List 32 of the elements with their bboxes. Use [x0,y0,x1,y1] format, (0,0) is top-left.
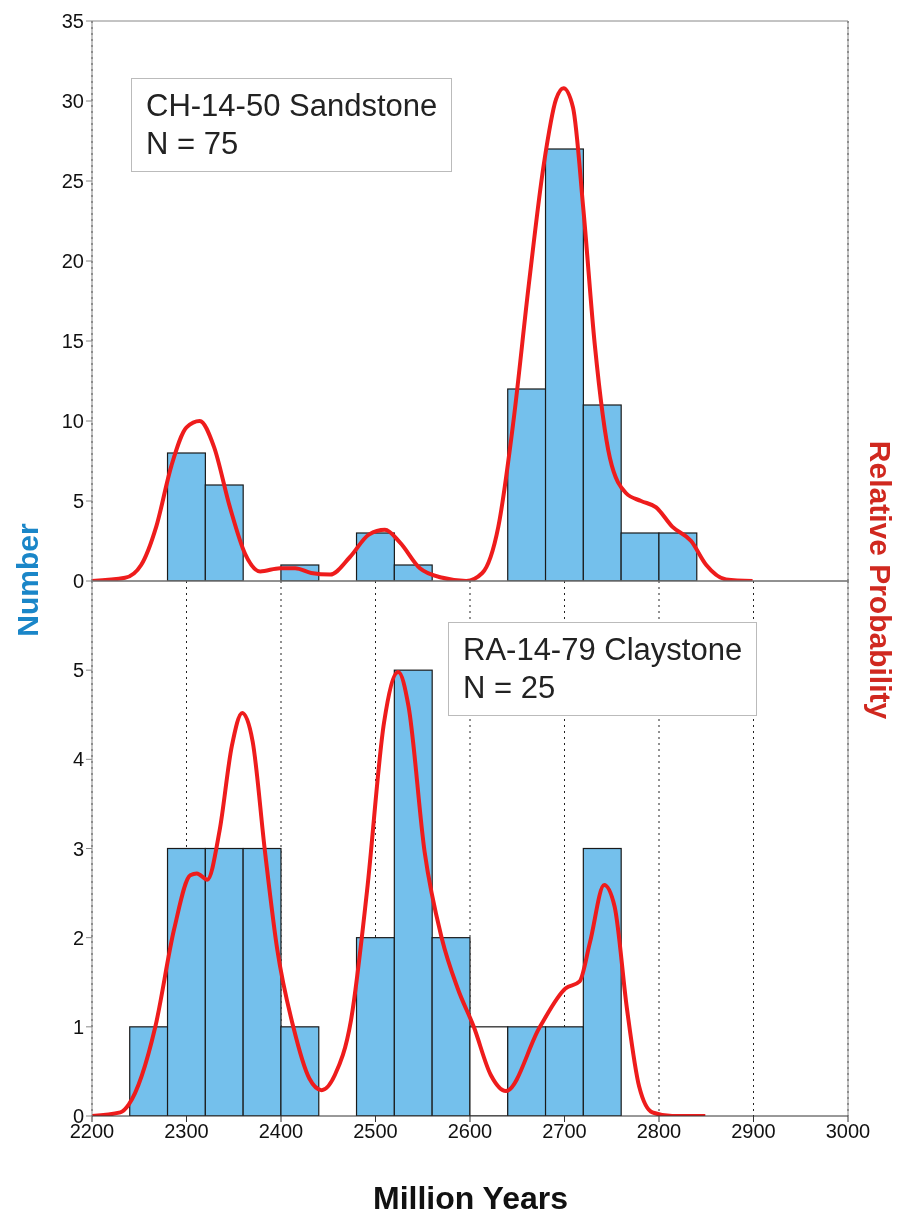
line-series [92,86,755,581]
label-box: RA-14-79 Claystone N = 25 [448,622,758,716]
y-tick-label: 2 [72,926,84,949]
x-tick-label: 2300 [164,1120,209,1143]
annotation: N = 25 [463,669,557,707]
x-tick-label: 2700 [542,1120,587,1143]
x-tick-label: 2800 [636,1120,682,1143]
y-tick-label: 15 [61,330,84,353]
y-tick-label: 10 [61,410,84,433]
x-axis-title: Million Years [372,1180,569,1217]
y-tick-label: 5 [72,490,84,513]
x-tick-label: 2500 [353,1120,398,1143]
y-tick-label: 4 [72,748,84,771]
y-tick-label: 3 [72,837,84,860]
y-tick-label: 5 [72,659,84,682]
x-tick-label: 2900 [731,1120,776,1143]
x-tick-label: 3000 [825,1120,871,1143]
y-tick-label: 30 [61,90,84,113]
y-tick-label: 0 [72,570,84,593]
x-tick-label: 2400 [258,1120,304,1143]
y-tick-label: 35 [61,10,84,33]
y2-axis-title: Relative Probability [863,440,897,720]
y-tick-label: 1 [72,1015,84,1038]
annotation: RA-14-79 Claystone [463,631,743,669]
x-tick-label: 2600 [447,1120,493,1143]
annotation: N = 75 [146,125,240,163]
y-tick-label: 20 [61,250,84,273]
label-box: CH-14-50 Sandstone N = 75 [131,78,453,172]
annotation: CH-14-50 Sandstone [146,87,438,125]
y-axis-title: Number [11,523,45,637]
y-tick-label: 25 [61,170,84,193]
line-series [92,669,708,1116]
